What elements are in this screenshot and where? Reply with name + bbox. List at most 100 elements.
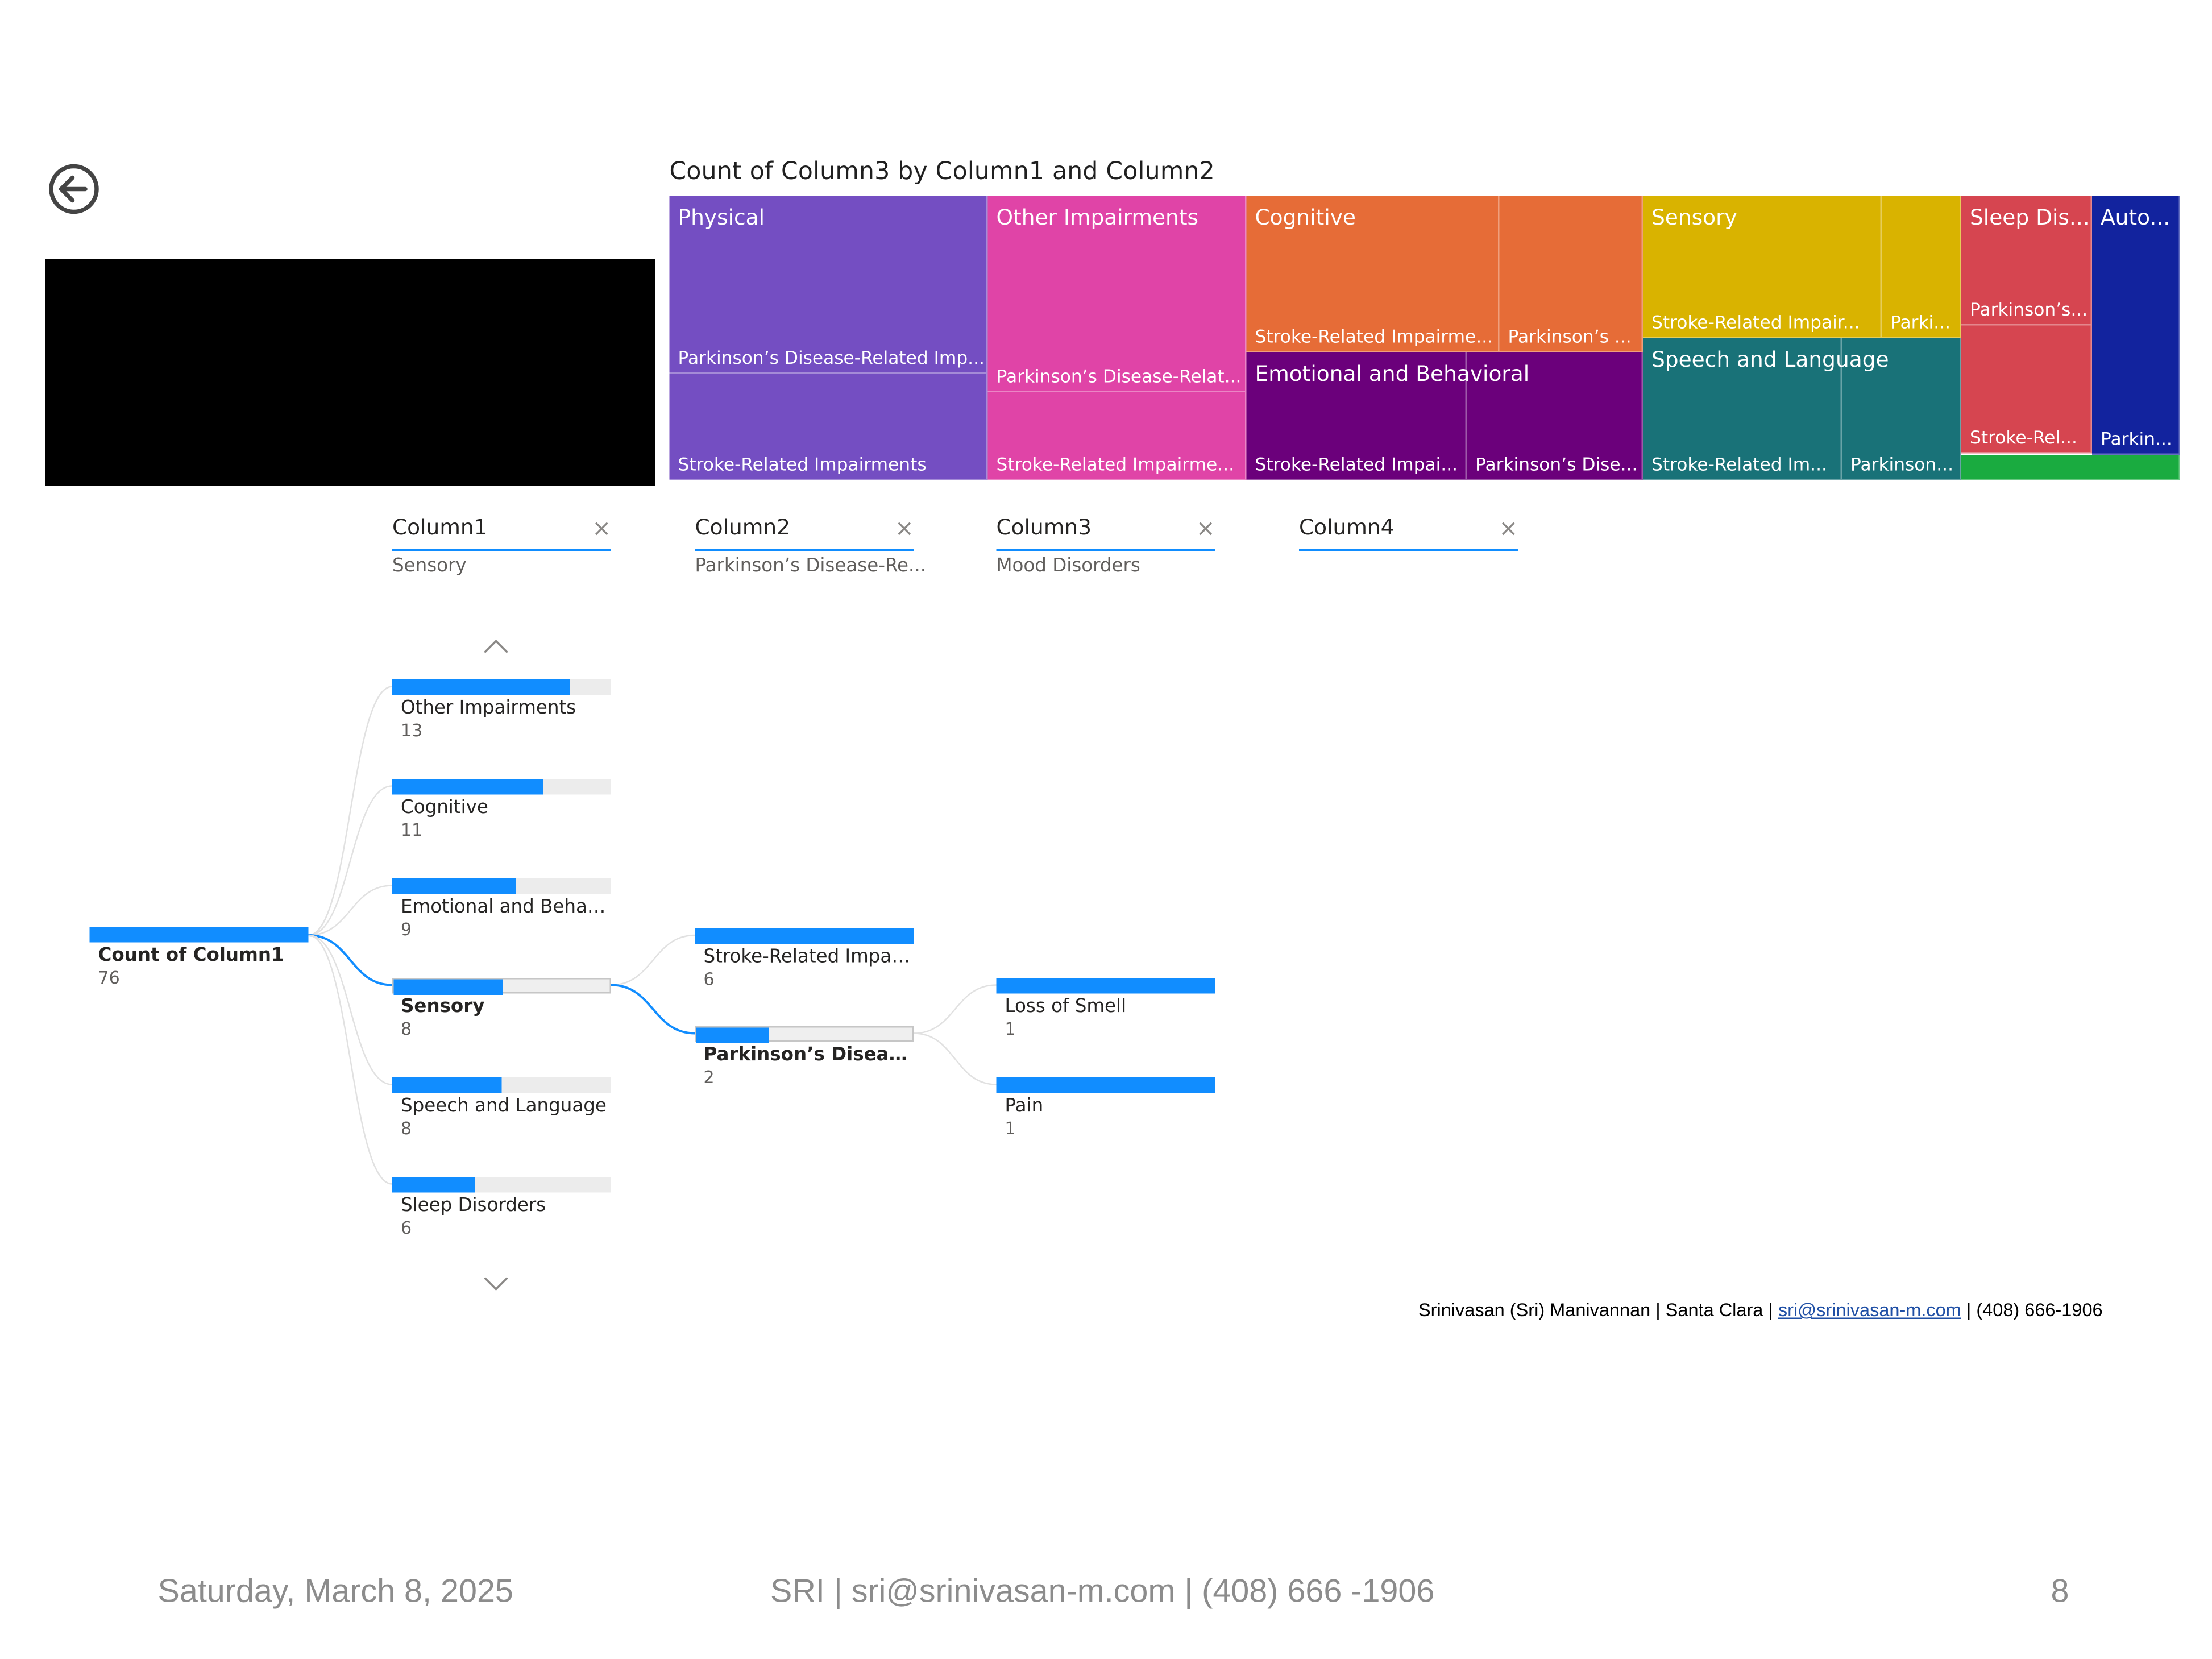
root-value: 76: [98, 968, 120, 988]
treemap-cell-label: Parkinson’s Disease-Relat...: [996, 365, 1242, 387]
node-bar-fill: [996, 1077, 1215, 1093]
treemap-cell[interactable]: Parkin...: [2092, 196, 2180, 455]
node-label: Other Impairments: [401, 698, 576, 720]
treemap-cell[interactable]: Parkinson’s ...: [1499, 196, 1643, 352]
close-icon[interactable]: ×: [894, 515, 914, 542]
footer-page-number: 8: [2051, 1572, 2069, 1609]
treemap-cell-label: Parki...: [1890, 311, 1951, 333]
footer-date: Saturday, March 8, 2025: [157, 1572, 513, 1609]
treemap-cell-label: Stroke-Related Impai...: [1255, 453, 1458, 475]
contact-prefix: Srinivasan (Sri) Manivannan | Santa Clar…: [1418, 1299, 1778, 1321]
close-icon[interactable]: ×: [1196, 515, 1215, 542]
node-value: 13: [401, 720, 423, 741]
node-bar-track: [996, 1077, 1215, 1093]
header-column4[interactable]: Column4 ×: [1299, 515, 1518, 551]
node-label: Loss of Smell: [1005, 996, 1127, 1018]
decomposition-root-node[interactable]: Count of Column1 76: [89, 927, 309, 988]
treemap-cell[interactable]: Stroke-Related Impairments: [669, 374, 988, 480]
treemap-cell[interactable]: Stroke-Rel...: [1961, 325, 2092, 454]
header-column1-selection: Sensory: [392, 555, 467, 578]
treemap-cell-label: Parkin...: [2101, 428, 2172, 450]
root-bar: [89, 927, 309, 943]
contact-email-link[interactable]: sri@srinivasan-m.com: [1778, 1299, 1961, 1321]
node-bar-fill: [392, 679, 570, 695]
contact-line: Srinivasan (Sri) Manivannan | Santa Clar…: [1418, 1299, 2103, 1321]
link: [308, 934, 393, 1185]
treemap-cell-label: Stroke-Related Impairments: [678, 453, 927, 475]
level2-node[interactable]: Stroke-Related Impair... 6: [695, 928, 914, 989]
active-link: [308, 934, 393, 986]
header-column1-title: Column1: [392, 515, 488, 540]
node-label: Emotional and Behavi...: [401, 897, 611, 919]
link: [611, 934, 695, 986]
treemap-cell[interactable]: Stroke-Related Im...: [1643, 338, 1842, 480]
level1-node[interactable]: Cognitive 11: [392, 779, 611, 840]
node-value: 8: [401, 1019, 412, 1039]
node-label: Cognitive: [401, 797, 488, 819]
treemap-cell-label: Stroke-Related Impairme...: [1255, 325, 1493, 347]
treemap-cell[interactable]: Parkinson’s Disease-Relat...: [987, 196, 1247, 392]
level2-node-selected[interactable]: Parkinson’s Disease-... 2: [695, 1026, 914, 1088]
node-bar-track: [392, 679, 611, 695]
node-bar-fill: [996, 978, 1215, 994]
treemap-cell[interactable]: [1961, 455, 2180, 480]
level1-node[interactable]: Emotional and Behavi... 9: [392, 878, 611, 940]
header-column3-title: Column3: [996, 515, 1092, 540]
chevron-up-icon[interactable]: [482, 634, 511, 653]
header-column1[interactable]: Column1 ×: [392, 515, 611, 551]
header-column2[interactable]: Column2 ×: [695, 515, 914, 551]
back-arrow-circle-icon[interactable]: [45, 164, 102, 221]
treemap-cell[interactable]: Stroke-Related Impai...: [1246, 352, 1467, 480]
node-bar-track: [392, 779, 611, 795]
treemap-cell[interactable]: Stroke-Related Impairme...: [987, 392, 1247, 480]
treemap-cell[interactable]: Parki...: [1882, 196, 1961, 338]
node-label: Sleep Disorders: [401, 1195, 546, 1217]
level1-node[interactable]: Sleep Disorders 6: [392, 1177, 611, 1238]
footer-center: SRI | sri@srinivasan-m.com | (408) 666 -…: [770, 1572, 1435, 1609]
chevron-down-icon[interactable]: [482, 1271, 511, 1291]
level3-node[interactable]: Loss of Smell 1: [996, 978, 1215, 1039]
node-bar-fill: [695, 928, 914, 944]
treemap-cell[interactable]: Parkinson’s Dise...: [1467, 352, 1643, 480]
link: [308, 686, 393, 936]
treemap-cell[interactable]: Stroke-Related Impairme...: [1246, 196, 1500, 352]
node-bar-track: [695, 1026, 914, 1043]
active-link: [611, 984, 695, 1035]
close-icon[interactable]: ×: [592, 515, 611, 542]
node-bar-track: [392, 1177, 611, 1193]
treemap-title: Count of Column3 by Column1 and Column2: [669, 157, 1215, 186]
level1-node[interactable]: Speech and Language 8: [392, 1077, 611, 1139]
level1-node-selected[interactable]: Sensory 8: [392, 978, 611, 1039]
treemap-cell-label: Parkinson’s Disease-Related Imp...: [678, 347, 985, 368]
node-bar-fill: [392, 878, 516, 894]
node-bar-fill: [392, 779, 543, 795]
node-label: Pain: [1005, 1096, 1044, 1118]
treemap-cell[interactable]: Parkinson’s...: [1961, 196, 2092, 326]
treemap-cell[interactable]: Stroke-Related Impair...: [1643, 196, 1882, 338]
treemap-cell[interactable]: Parkinson...: [1842, 338, 1961, 480]
node-bar-track: [392, 878, 611, 894]
node-bar-track: [996, 978, 1215, 994]
level1-node[interactable]: Other Impairments 13: [392, 679, 611, 741]
node-value: 11: [401, 820, 423, 840]
node-bar-fill: [696, 1027, 770, 1043]
treemap-cell-label: Parkinson’s ...: [1508, 325, 1632, 347]
level3-node[interactable]: Pain 1: [996, 1077, 1215, 1139]
treemap-cell-label: Stroke-Related Impair...: [1651, 311, 1860, 333]
node-value: 6: [703, 969, 715, 989]
link: [308, 885, 393, 936]
treemap-cell-label: Stroke-Rel...: [1970, 426, 2077, 448]
node-value: 6: [401, 1218, 412, 1238]
link: [308, 934, 393, 1085]
node-label: Parkinson’s Disease-...: [703, 1044, 914, 1067]
node-bar-track: [392, 978, 611, 995]
header-column2-selection: Parkinson’s Disease-Re...: [695, 555, 927, 578]
treemap-cell-label: Parkinson’s Dise...: [1475, 453, 1638, 475]
root-label: Count of Column1: [98, 945, 284, 967]
close-icon[interactable]: ×: [1499, 515, 1518, 542]
node-label: Speech and Language: [401, 1096, 607, 1118]
black-image-placeholder: [45, 259, 655, 486]
node-value: 1: [1005, 1019, 1016, 1039]
header-column3[interactable]: Column3 ×: [996, 515, 1215, 551]
treemap-cell[interactable]: Parkinson’s Disease-Related Imp...: [669, 196, 988, 374]
